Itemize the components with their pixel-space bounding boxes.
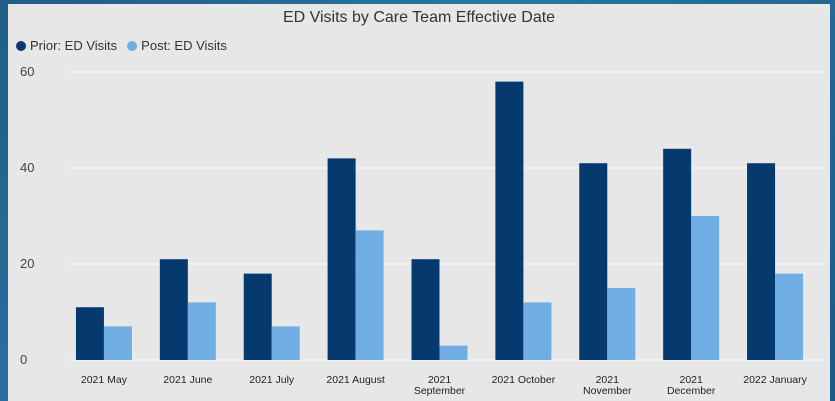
bar-post-1[interactable]	[187, 302, 216, 360]
bar-prior-1[interactable]	[159, 259, 188, 360]
y-tick-label-60: 60	[20, 64, 34, 79]
y-tick-label-40: 40	[20, 160, 34, 175]
x-tick-label-1: 2021 June	[163, 374, 212, 386]
legend-dot-prior	[16, 40, 26, 51]
bar-post-4[interactable]	[439, 345, 468, 360]
legend: Prior: ED Visits Post: ED Visits	[16, 38, 227, 53]
bar-prior-0[interactable]	[75, 307, 104, 360]
x-tick-label-0: 2021 May	[81, 374, 128, 386]
x-tick-label-6-0: 2021	[596, 374, 620, 386]
bar-prior-7[interactable]	[663, 148, 692, 360]
y-tick-label-20: 20	[20, 256, 34, 271]
x-tick-label-4-1: September	[414, 385, 466, 397]
chart-panel: ED Visits by Care Team Effective Date Pr…	[8, 4, 830, 401]
bar-post-7[interactable]	[691, 216, 720, 360]
legend-label-prior: Prior: ED Visits	[30, 38, 118, 53]
x-tick-label-8: 2022 January	[743, 374, 807, 386]
bar-prior-4[interactable]	[411, 259, 440, 360]
x-tick-label-5: 2021 October	[492, 374, 556, 386]
bar-post-8[interactable]	[775, 273, 804, 360]
chart-title: ED Visits by Care Team Effective Date	[282, 9, 556, 26]
bar-post-6[interactable]	[607, 288, 636, 360]
bar-prior-2[interactable]	[243, 273, 272, 360]
x-tick-label-6-1: November	[583, 385, 632, 397]
bar-prior-5[interactable]	[495, 81, 524, 360]
x-tick-label-3: 2021 August	[326, 374, 384, 386]
x-tick-label-4-0: 2021	[428, 374, 452, 386]
x-tick-label-2: 2021 July	[249, 374, 295, 386]
bar-post-2[interactable]	[271, 326, 300, 360]
legend-label-post: Post: ED Visits	[141, 38, 227, 53]
y-tick-label-0: 0	[20, 352, 27, 367]
bar-prior-3[interactable]	[327, 158, 356, 360]
bar-prior-6[interactable]	[579, 163, 608, 360]
bar-post-5[interactable]	[523, 302, 552, 360]
bar-prior-8[interactable]	[747, 163, 776, 360]
legend-item-post[interactable]: Post: ED Visits	[127, 38, 227, 53]
bar-post-3[interactable]	[355, 230, 384, 360]
legend-dot-post	[127, 40, 138, 51]
x-tick-label-7-1: December	[667, 385, 716, 397]
bar-chart: 0 20 40 60 2021 May 2021 June 2021 July 2021 Au…	[20, 64, 823, 397]
x-tick-label-7-0: 2021	[679, 374, 703, 386]
legend-item-prior[interactable]: Prior: ED Visits	[16, 38, 117, 53]
bar-post-0[interactable]	[103, 326, 132, 360]
